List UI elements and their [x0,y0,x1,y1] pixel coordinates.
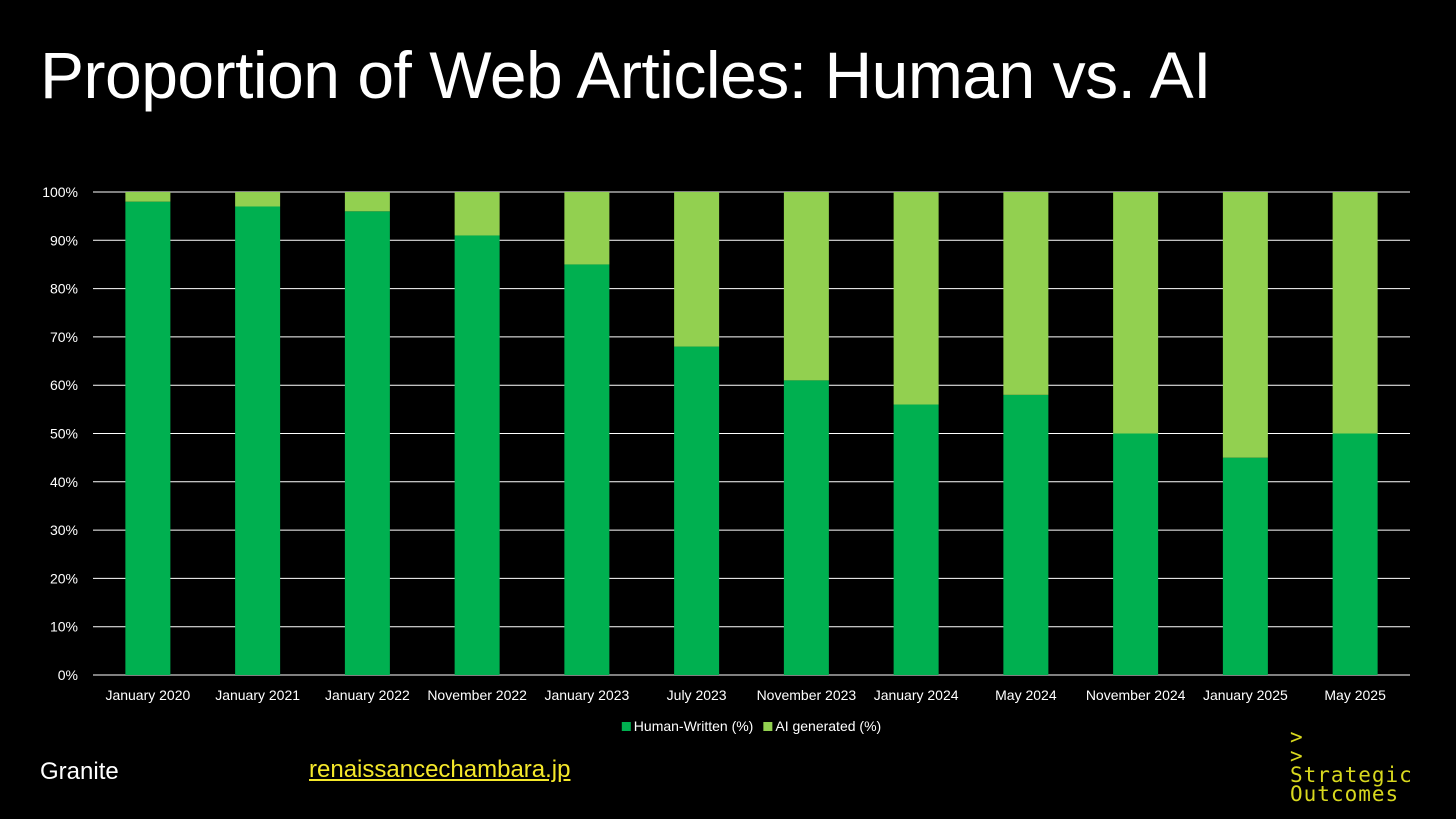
strategic-outcomes-logo: > > Strategic Outcomes [1290,725,1413,806]
bar-segment-human [344,211,390,675]
bar-segment-ai [564,192,610,265]
legend-item: AI generated (%) [763,718,881,734]
gridlines [93,191,1410,676]
legend-label: Human-Written (%) [634,718,754,734]
bar-segment-human [454,235,500,675]
bar-segment-ai [125,192,171,202]
y-tick-label: 0% [58,667,78,683]
x-axis-ticks: January 2020 January 2021 January 2022 Nove… [105,687,1386,703]
bar-segment-ai [1332,192,1378,434]
bar-segment-ai [1113,192,1159,434]
x-tick-label: November 2023 [757,687,857,703]
x-tick-label: January 2023 [544,687,629,703]
bar-segment-ai [783,192,829,381]
bar-segment-ai [1222,192,1268,458]
bar-segment-human [893,404,939,675]
logo-prompt-line: > [1290,744,1304,768]
y-tick-label: 70% [50,329,78,345]
legend-swatch [621,722,631,731]
y-tick-label: 50% [50,426,78,442]
x-tick-label: July 2023 [667,687,727,703]
legend-swatch [763,722,773,731]
bar-segment-ai [674,192,720,347]
y-tick-label: 40% [50,474,78,490]
x-tick-label: January 2025 [1203,687,1288,703]
x-tick-label: November 2024 [1086,687,1186,703]
bar-segment-ai [1003,192,1049,395]
y-tick-label: 100% [42,184,78,200]
legend: Human-Written (%) AI generated (%) [621,718,881,734]
bar-segment-human [564,264,610,675]
x-tick-label: May 2025 [1324,687,1386,703]
y-tick-label: 60% [50,377,78,393]
bars [125,192,1378,676]
page-title: Proportion of Web Articles: Human vs. AI [40,38,1211,112]
bar-segment-ai [344,192,390,212]
x-tick-label: November 2022 [427,687,527,703]
x-tick-label: January 2020 [105,687,190,703]
y-tick-label: 30% [50,522,78,538]
x-tick-label: May 2024 [995,687,1057,703]
bar-segment-human [1332,433,1378,675]
y-tick-label: 90% [50,232,78,248]
bar-segment-human [783,380,829,675]
bar-segment-ai [454,192,500,236]
footer-link[interactable]: renaissancechambara.jp [309,756,571,783]
x-tick-label: January 2021 [215,687,300,703]
logo-word-strategic: Strategic [1290,763,1413,787]
bar-segment-human [1003,394,1049,675]
bar-segment-human [1113,433,1159,675]
y-tick-label: 20% [50,570,78,586]
bar-segment-human [235,206,281,676]
bar-segment-ai [235,192,281,207]
x-tick-label: January 2024 [874,687,959,703]
bar-segment-ai [893,192,939,405]
x-tick-label: January 2022 [325,687,410,703]
logo-word-outcomes: Outcomes [1290,782,1400,806]
y-tick-label: 80% [50,281,78,297]
bar-segment-human [1222,457,1268,675]
legend-label: AI generated (%) [775,718,881,734]
bar-segment-human [125,201,171,675]
y-axis-ticks: 0% 10% 20% 30% 40% 50% 60% 70% 80% 90% 100% [42,184,78,683]
bar-segment-human [674,346,720,675]
logo-prompt-line: > [1290,725,1304,749]
legend-item: Human-Written (%) [621,718,754,734]
footer-brand: Granite [40,758,119,785]
y-tick-label: 10% [50,619,78,635]
